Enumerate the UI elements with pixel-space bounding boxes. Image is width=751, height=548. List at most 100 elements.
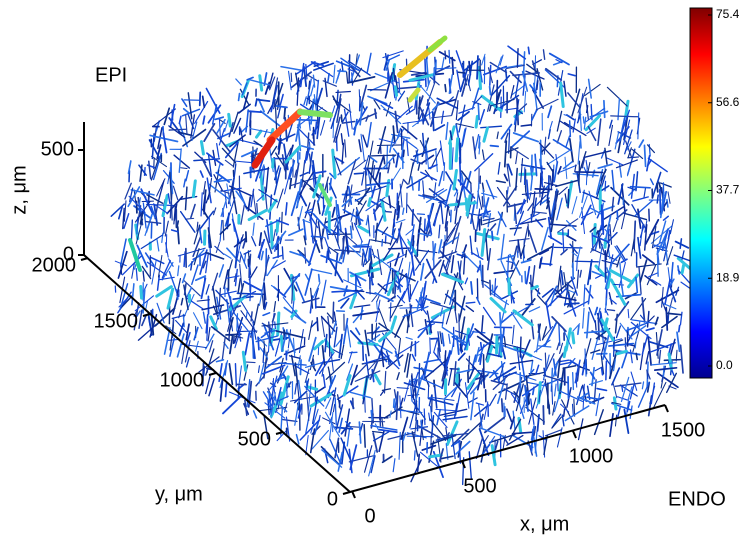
vessel	[283, 166, 292, 195]
vessel	[290, 354, 296, 377]
vessel	[485, 179, 495, 200]
vessel	[482, 197, 490, 219]
vessel	[328, 412, 334, 441]
vessel	[279, 357, 284, 373]
vessel	[228, 391, 256, 404]
vessel	[345, 421, 353, 429]
vessel	[192, 312, 203, 330]
vessel	[439, 140, 445, 166]
vessel	[515, 383, 524, 412]
vessel	[534, 153, 538, 177]
vessel	[534, 364, 540, 376]
vessel	[371, 253, 394, 267]
vessel	[459, 65, 469, 93]
vessel	[301, 297, 320, 304]
vessel	[633, 244, 636, 254]
vessel	[510, 84, 515, 99]
vessel	[422, 102, 431, 123]
vessel	[201, 362, 205, 387]
vessel	[503, 388, 517, 396]
vessel	[444, 255, 451, 270]
vessel	[353, 159, 367, 171]
vessel	[432, 188, 445, 196]
vessel	[677, 269, 692, 286]
vessel	[559, 342, 564, 354]
vessel	[234, 268, 238, 287]
vessel	[184, 340, 191, 363]
vessel	[618, 261, 626, 288]
vessel	[233, 117, 242, 134]
vessel	[537, 287, 540, 296]
vessel	[519, 390, 530, 414]
vessel	[180, 297, 184, 306]
vessel	[348, 245, 362, 258]
vessel	[341, 120, 356, 124]
vessel	[356, 209, 362, 225]
vessel	[424, 259, 442, 280]
vessel	[334, 437, 340, 459]
vessel	[328, 246, 339, 255]
vessel	[586, 162, 591, 178]
vessel	[257, 336, 268, 347]
vessel	[353, 118, 358, 136]
vessel	[218, 363, 223, 383]
vessel	[423, 351, 430, 381]
vessel	[556, 130, 563, 144]
vessel	[351, 363, 368, 380]
vessel	[448, 333, 451, 344]
vessel	[185, 286, 193, 299]
vessel	[370, 455, 376, 474]
vessel	[623, 212, 648, 221]
vessel	[402, 432, 407, 442]
vessel	[336, 98, 342, 124]
vessel	[634, 338, 637, 349]
vessel	[481, 149, 485, 161]
vessel	[312, 213, 332, 235]
vessel	[410, 176, 414, 191]
vessel	[410, 158, 423, 165]
vessel	[127, 186, 141, 208]
vessel	[281, 154, 286, 171]
vessel	[379, 198, 396, 209]
vessel	[245, 310, 248, 320]
vessel	[538, 142, 555, 159]
vessel	[135, 268, 138, 281]
vessel	[661, 228, 669, 252]
vessel	[199, 140, 205, 156]
vessel	[205, 252, 210, 274]
vessel	[331, 320, 337, 335]
vessel	[263, 415, 269, 440]
vessel	[418, 376, 444, 389]
vessel	[476, 55, 479, 80]
vessel	[435, 150, 438, 173]
vessel	[435, 408, 457, 412]
vessel	[240, 149, 257, 158]
vessel	[529, 360, 534, 374]
vessel	[563, 302, 580, 305]
vessel	[496, 131, 499, 140]
vessel	[496, 186, 511, 206]
vessel	[312, 170, 327, 175]
vessel	[463, 253, 466, 275]
vessel	[284, 145, 302, 164]
vessel	[305, 385, 319, 391]
vessel	[430, 434, 457, 445]
vessel	[395, 152, 400, 168]
vessel	[263, 340, 266, 356]
vessel	[561, 414, 565, 427]
vessel	[455, 440, 471, 455]
vessel	[342, 190, 348, 203]
vessel	[455, 100, 459, 121]
vessel	[182, 313, 185, 328]
vessel	[236, 330, 258, 333]
vessel	[438, 199, 449, 203]
vessel	[578, 195, 588, 218]
vessel	[445, 121, 449, 141]
vessel	[410, 426, 429, 430]
large-vessel	[266, 108, 304, 144]
vessel	[310, 84, 315, 97]
vessel	[184, 217, 195, 220]
vessel	[349, 225, 353, 239]
vessel	[439, 331, 443, 345]
